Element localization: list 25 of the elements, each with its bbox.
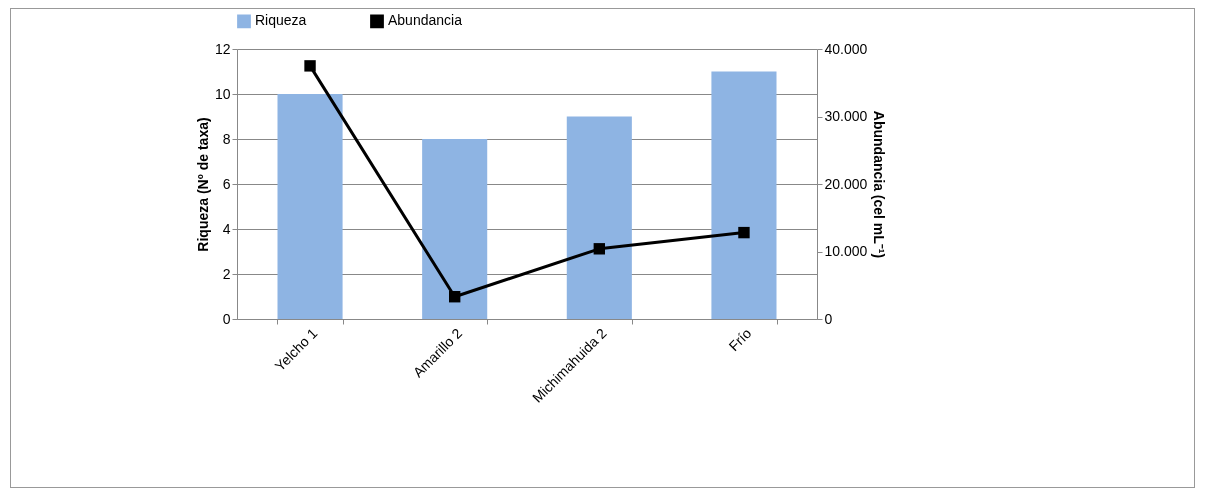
bar <box>277 94 343 319</box>
y-tick-label: 0 <box>222 310 231 327</box>
x-tick-label: Frío <box>725 324 755 354</box>
y-tick-label: 12 <box>214 40 231 57</box>
y-axis-title: Riqueza (Nº de taxa) <box>194 117 211 252</box>
legend-label: Riqueza <box>255 12 307 29</box>
y2-tick-label: 40.000 <box>824 40 868 57</box>
legend-label: Abundancia <box>388 12 463 29</box>
point <box>448 291 461 303</box>
point <box>304 60 316 72</box>
point <box>738 226 750 239</box>
bar <box>711 71 777 319</box>
y2-tick-label: 0 <box>824 310 833 327</box>
y-tick-label: 8 <box>222 130 231 147</box>
y2-tick-label: 30.000 <box>824 108 868 124</box>
bar <box>422 139 488 319</box>
y2-axis-title: Abundancia (cel mL⁻¹) <box>871 110 888 259</box>
y-tick-label: 10 <box>214 85 231 102</box>
point <box>593 243 606 255</box>
bar <box>566 116 632 319</box>
y2-tick-label: 10.000 <box>824 243 868 259</box>
y2-tick-label: 20.000 <box>824 175 868 192</box>
y-tick-label: 4 <box>222 220 231 237</box>
y-tick-label: 6 <box>222 175 231 192</box>
y-tick-label: 2 <box>222 265 231 282</box>
